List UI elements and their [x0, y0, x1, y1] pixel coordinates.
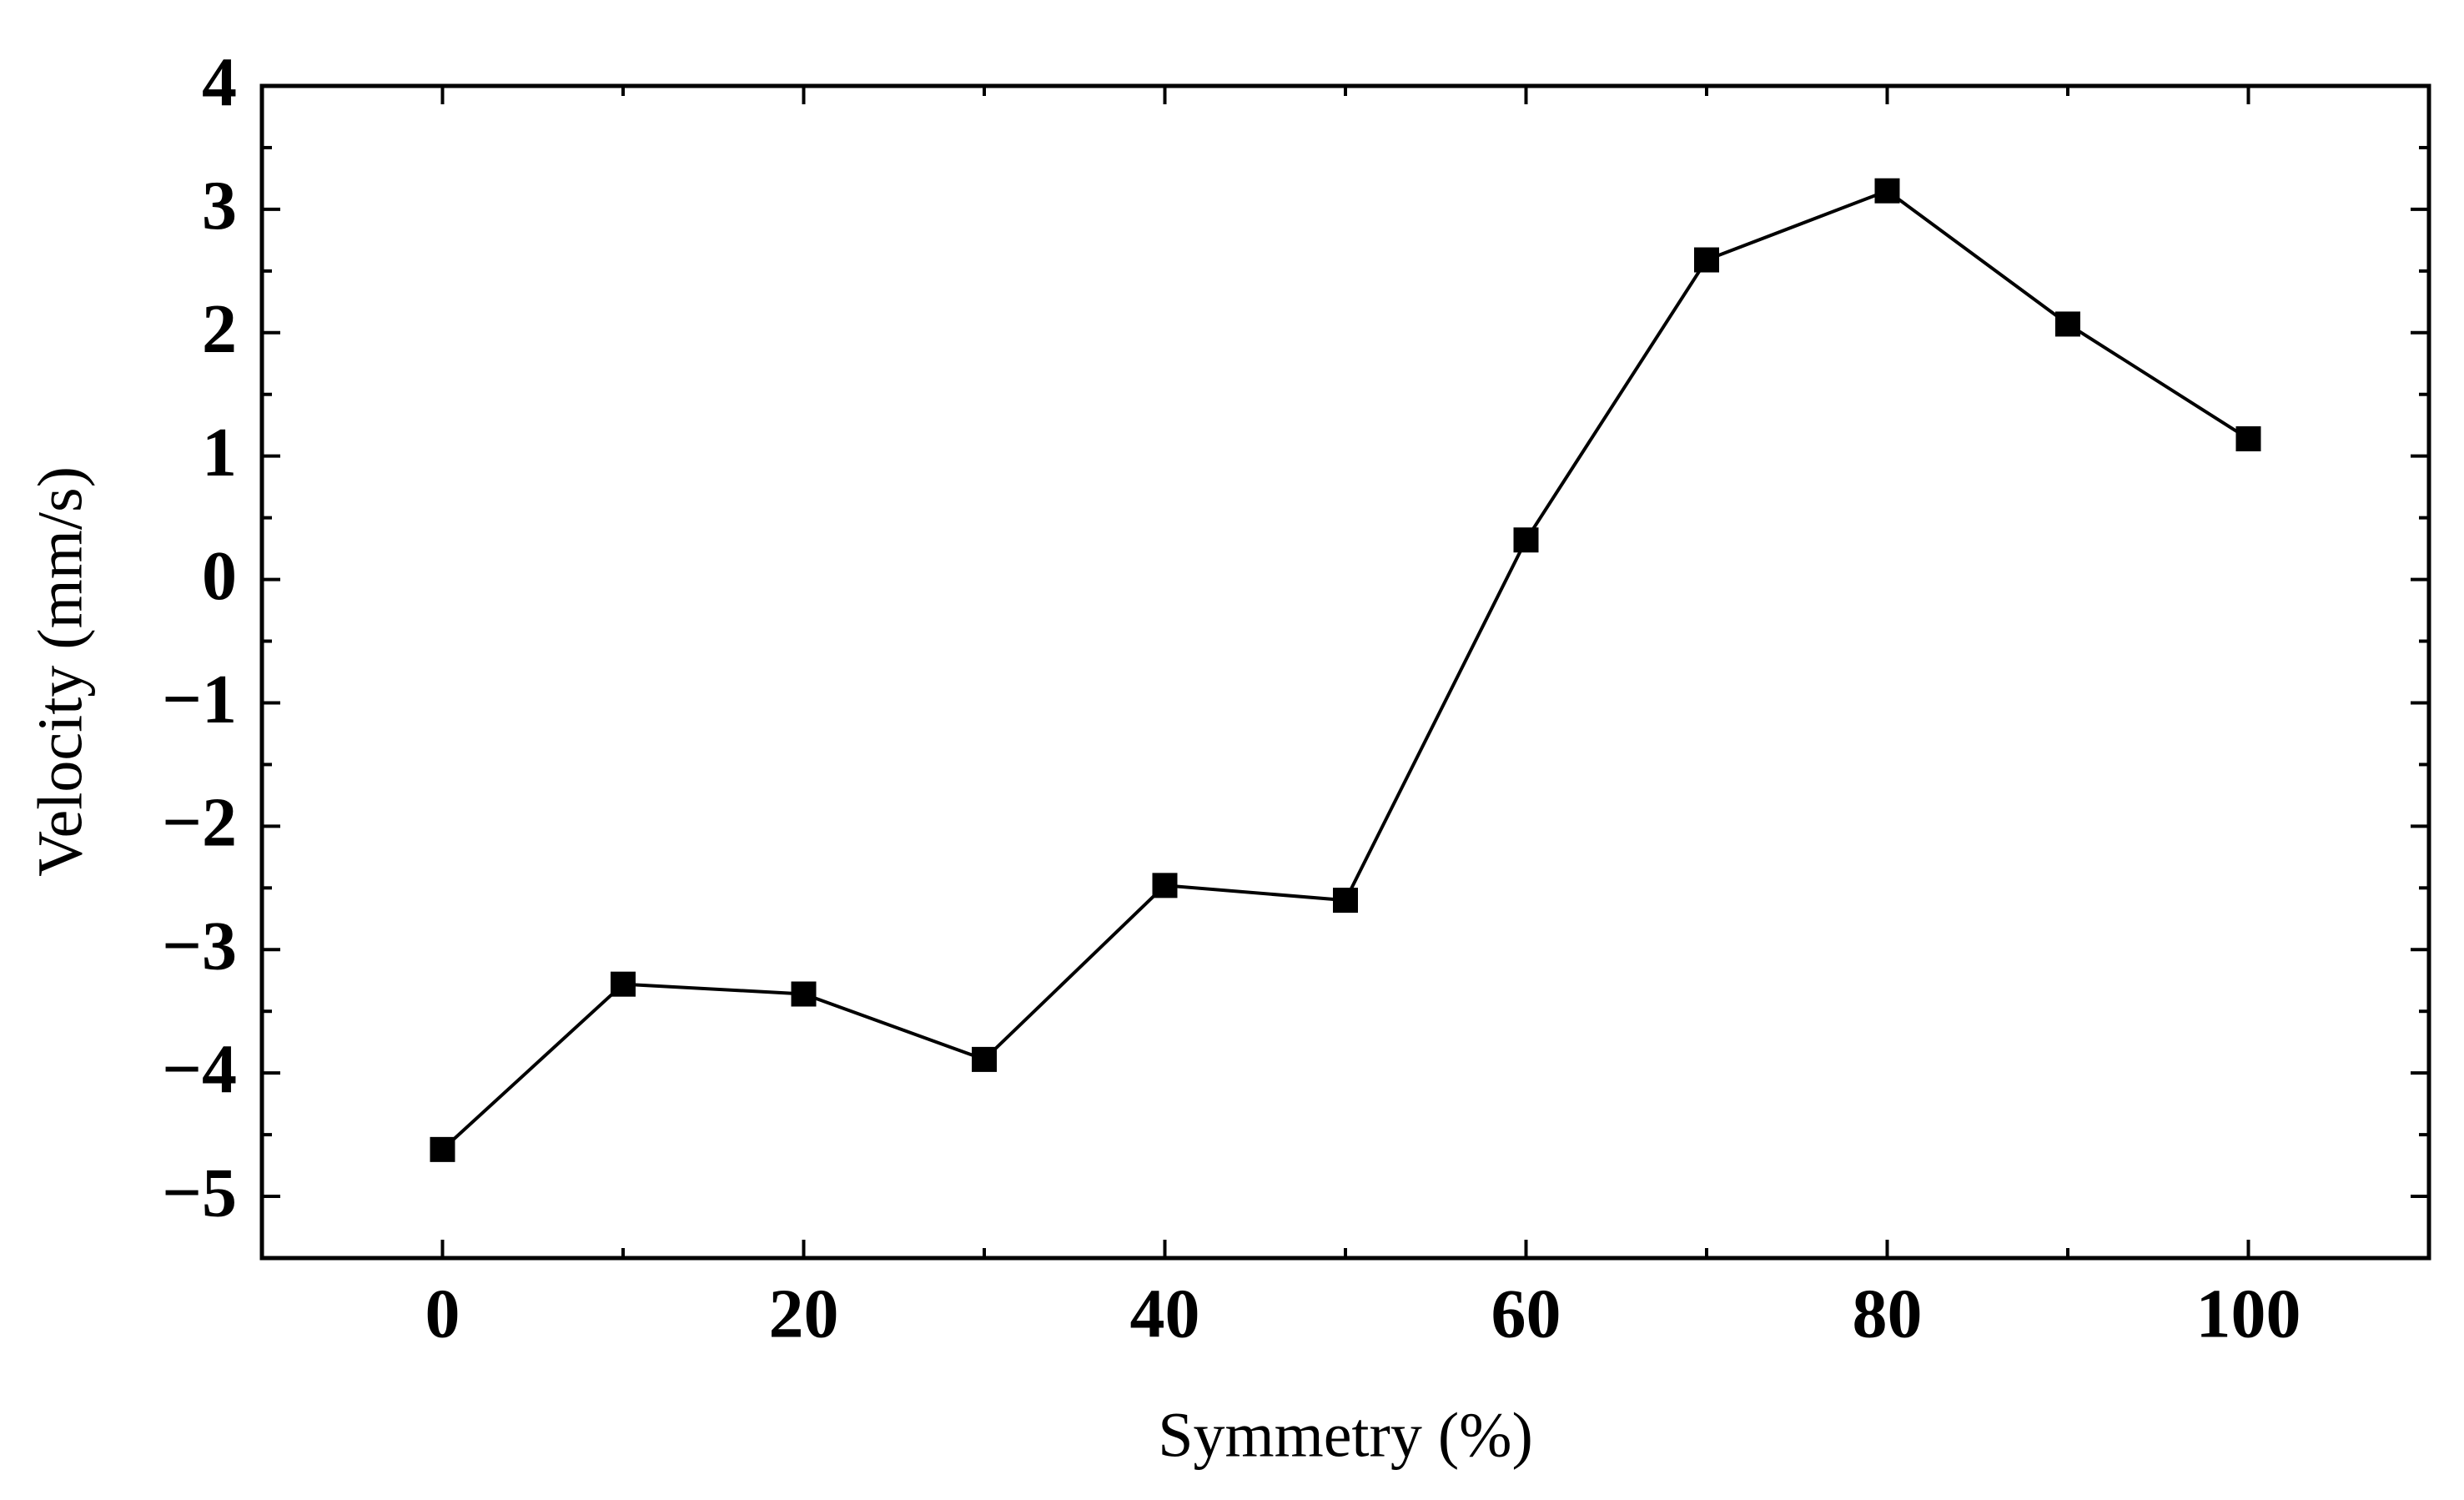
- marker: [791, 981, 817, 1007]
- plot-frame: [259, 83, 2431, 1261]
- marker: [430, 1136, 455, 1162]
- y-tick-label: 0: [202, 537, 237, 615]
- marker: [1513, 527, 1539, 553]
- line: [441, 189, 2250, 1151]
- y-tick-label: −3: [162, 908, 237, 985]
- marker: [611, 971, 636, 997]
- marker: [972, 1046, 997, 1072]
- x-tick-label: 60: [1491, 1275, 1561, 1352]
- x-tick-label: 80: [1853, 1275, 1923, 1352]
- y-tick-label: −5: [162, 1154, 237, 1231]
- y-tick-label: 4: [202, 43, 237, 121]
- marker: [1874, 178, 1900, 204]
- y-tick-label: 3: [202, 167, 237, 244]
- x-tick-label: 100: [2196, 1275, 2301, 1352]
- y-axis-label: Velocity (mm/s): [25, 466, 95, 877]
- y-tick-label: −2: [162, 784, 237, 862]
- y-tick-label: −1: [162, 661, 237, 738]
- marker: [1152, 873, 1178, 898]
- marker: [1694, 247, 1719, 273]
- y-tick-label: 1: [202, 414, 237, 491]
- x-tick-label: 20: [769, 1275, 839, 1352]
- marker: [1333, 888, 1358, 914]
- y-tick-label: 2: [202, 290, 237, 368]
- x-tick-label: 0: [425, 1275, 460, 1352]
- y-tick-label: −4: [162, 1030, 237, 1108]
- x-tick-label: 40: [1130, 1275, 1200, 1352]
- x-axis-label: Symmetry (%): [1158, 1400, 1533, 1470]
- marker: [2235, 425, 2261, 451]
- marker: [2055, 311, 2080, 337]
